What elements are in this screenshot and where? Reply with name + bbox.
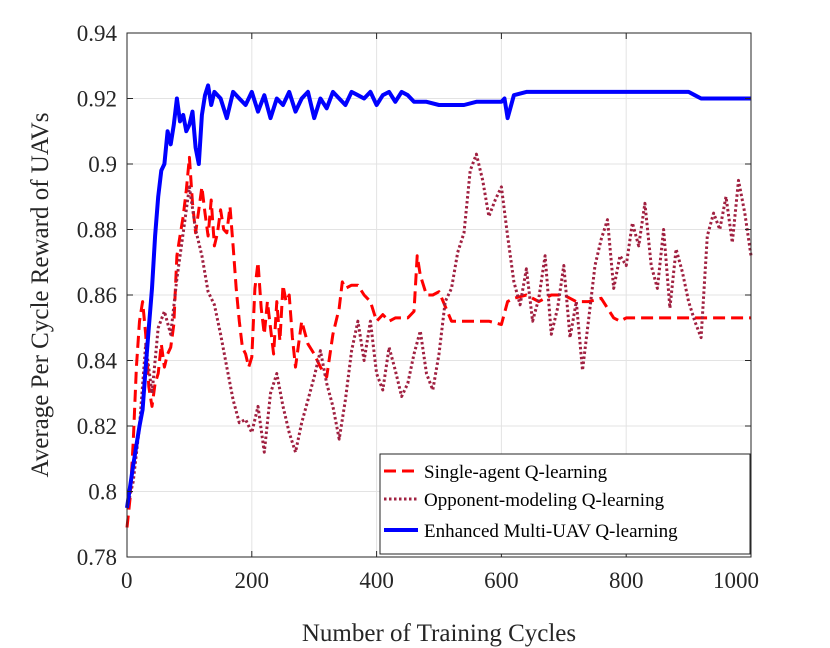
series-line-single-agent [125, 155, 751, 528]
x-tick-label: 400 [359, 568, 394, 593]
x-tick-label: 200 [235, 568, 270, 593]
legend-label-opponent-modeling: Opponent-modeling Q-learning [424, 490, 665, 511]
y-tick-label: 0.92 [77, 87, 117, 112]
series-layer [125, 83, 753, 528]
x-tick-labels: 0 200 400 600 800 1000 [121, 568, 759, 593]
y-tick-labels: 0.78 0.8 0.82 0.84 0.86 0.88 0.9 0.92 0.94 [77, 21, 118, 570]
y-tick-label: 0.88 [77, 218, 117, 243]
y-axis-label: Average Per Cycle Reward of UAVs [27, 113, 54, 478]
series-line-enhanced-multi-uav [125, 83, 751, 509]
x-axis-label: Number of Training Cycles [302, 620, 576, 647]
y-tick-label: 0.82 [77, 414, 117, 439]
x-tick-label: 0 [121, 568, 133, 593]
x-tick-label: 1000 [713, 568, 759, 593]
legend-label-enhanced-multi-uav: Enhanced Multi-UAV Q-learning [424, 521, 678, 542]
x-tick-label: 800 [609, 568, 644, 593]
series-line-opponent-modeling [125, 152, 753, 509]
y-tick-label: 0.9 [88, 152, 117, 177]
legend-box [379, 453, 751, 555]
legend-label-single-agent: Single-agent Q-learning [424, 462, 608, 483]
legend: Single-agent Q-learning Opponent-modelin… [379, 453, 751, 555]
y-tick-label: 0.8 [88, 480, 117, 505]
x-tick-label: 600 [484, 568, 519, 593]
y-tick-label: 0.84 [77, 349, 118, 374]
y-tick-label: 0.94 [77, 21, 118, 46]
y-tick-label: 0.86 [77, 283, 117, 308]
y-tick-label: 0.78 [77, 545, 117, 570]
